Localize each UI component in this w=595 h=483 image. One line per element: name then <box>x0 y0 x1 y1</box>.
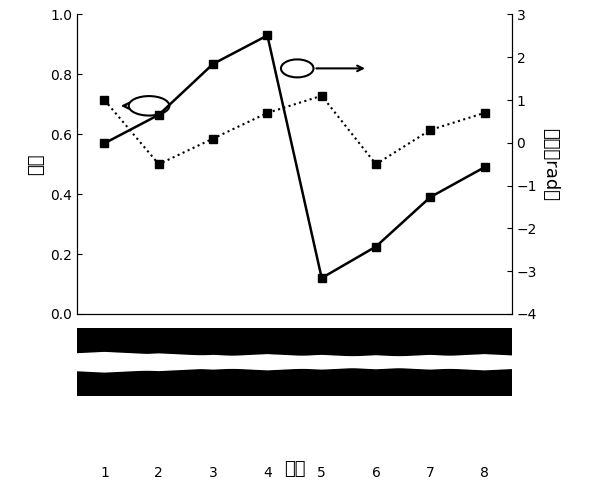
Polygon shape <box>246 356 506 369</box>
Polygon shape <box>331 355 595 369</box>
Y-axis label: 振幅: 振幅 <box>27 154 45 175</box>
Polygon shape <box>0 354 328 370</box>
Polygon shape <box>184 355 460 369</box>
Polygon shape <box>292 355 568 369</box>
Text: 单元: 单元 <box>284 460 305 478</box>
Y-axis label: 相位（rad）: 相位（rad） <box>541 128 559 201</box>
Polygon shape <box>114 355 421 369</box>
Polygon shape <box>75 355 351 369</box>
Polygon shape <box>0 353 304 372</box>
